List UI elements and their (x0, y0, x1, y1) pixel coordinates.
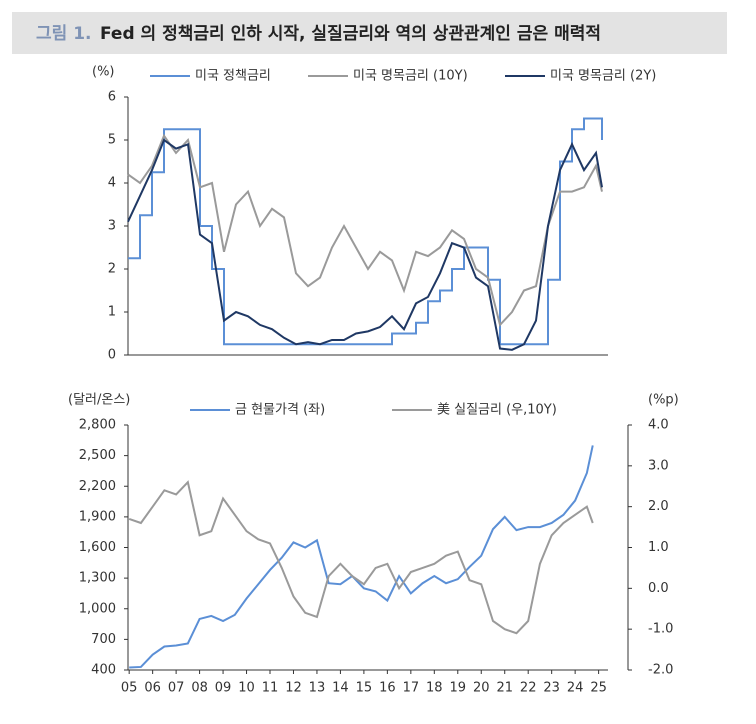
y2-tick-label: 3.0 (648, 458, 669, 473)
y-tick-label: 2,200 (79, 479, 116, 494)
series-line (127, 138, 603, 351)
series-line (129, 445, 594, 669)
y-tick-label: 1,900 (79, 509, 116, 524)
y-tick-label: 400 (91, 663, 116, 678)
x-tick-label: 16 (379, 681, 396, 696)
y-tick-label: 3 (108, 219, 116, 234)
x-tick-label: 07 (168, 681, 185, 696)
x-tick-label: 18 (426, 681, 443, 696)
x-tick-label: 10 (238, 681, 255, 696)
y-tick-label: 2,500 (79, 448, 116, 463)
y2-axis-label: (%p) (648, 393, 679, 408)
y-tick-label: 4 (108, 176, 116, 191)
legend-label: 미국 명목금리 (2Y) (550, 69, 656, 84)
legend-label: 미국 정책금리 (195, 69, 271, 84)
x-tick-label: 11 (262, 681, 279, 696)
x-tick-label: 23 (543, 681, 560, 696)
series-line (128, 117, 603, 346)
x-tick-label: 19 (450, 681, 467, 696)
y-tick-label: 1 (108, 305, 116, 320)
x-tick-label: 14 (332, 681, 349, 696)
x-tick-label: 12 (285, 681, 302, 696)
series-line (128, 480, 594, 635)
x-tick-label: 06 (144, 681, 161, 696)
y2-tick-label: 0.0 (648, 581, 669, 596)
y2-tick-label: 4.0 (648, 418, 669, 433)
x-tick-label: 15 (356, 681, 373, 696)
y-tick-label: 6 (108, 90, 116, 105)
y-tick-label: 2,800 (79, 418, 116, 433)
y-tick-label: 5 (108, 133, 116, 148)
y-tick-label: 0 (108, 348, 116, 363)
x-tick-label: 21 (496, 681, 513, 696)
y-tick-label: 700 (91, 632, 116, 647)
y-tick-label: 2 (108, 262, 116, 277)
x-tick-label: 09 (215, 681, 232, 696)
x-tick-label: 25 (590, 681, 607, 696)
legend-label: 미국 명목금리 (10Y) (353, 69, 468, 84)
header-bar (12, 12, 727, 54)
series-line (127, 133, 603, 327)
legend-label: 美 실질금리 (우,10Y) (437, 403, 557, 418)
x-tick-label: 05 (121, 681, 138, 696)
figure-title: Fed 의 정책금리 인하 시작, 실질금리와 역의 상관관계인 금은 매력적 (100, 23, 601, 44)
x-tick-label: 08 (191, 681, 208, 696)
y2-tick-label: -2.0 (648, 663, 673, 678)
figure-label: 그림 1. (36, 24, 92, 44)
x-tick-label: 20 (473, 681, 490, 696)
x-tick-label: 13 (309, 681, 326, 696)
x-tick-label: 24 (567, 681, 584, 696)
y2-tick-label: 1.0 (648, 540, 669, 555)
x-tick-label: 22 (520, 681, 537, 696)
y-axis-label: (%) (92, 65, 115, 80)
legend-label: 금 현물가격 (좌) (235, 403, 325, 418)
y-axis-label: (달러/온스) (68, 393, 130, 408)
y2-tick-label: -1.0 (648, 622, 673, 637)
y2-tick-label: 2.0 (648, 499, 669, 514)
y-tick-label: 1,000 (79, 601, 116, 616)
y-tick-label: 1,300 (79, 571, 116, 586)
y-tick-label: 1,600 (79, 540, 116, 555)
x-tick-label: 17 (403, 681, 420, 696)
